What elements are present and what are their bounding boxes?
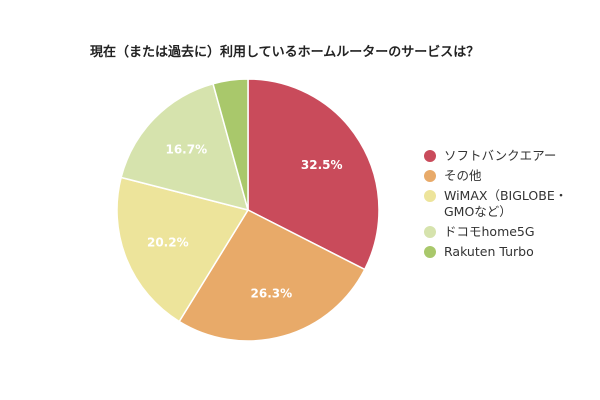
pie-slice-2 — [116, 176, 250, 323]
legend-label-3: ドコモhome5G — [444, 224, 535, 239]
legend-label-4: Rakuten Turbo — [444, 244, 534, 259]
legend-item-1: その他 — [424, 168, 594, 184]
legend-label-2: WiMAX（BIGLOBE・GMOなど） — [444, 188, 568, 219]
pie-slice-4 — [212, 78, 249, 211]
slice-label-3: 16.7% — [165, 142, 207, 156]
legend-swatch-4 — [424, 246, 436, 258]
legend-swatch-2 — [424, 190, 436, 202]
legend-item-2: WiMAX（BIGLOBE・GMOなど） — [424, 188, 594, 220]
slice-label-1: 26.3% — [251, 286, 293, 300]
legend-item-4: Rakuten Turbo — [424, 244, 594, 260]
legend-swatch-0 — [424, 150, 436, 162]
legend-label-0: ソフトバンクエアー — [444, 148, 557, 163]
pie-slice-1 — [178, 209, 366, 342]
legend-item-3: ドコモhome5G — [424, 224, 594, 240]
slice-label-2: 20.2% — [147, 235, 189, 249]
legend-swatch-1 — [424, 170, 436, 182]
chart-legend: ソフトバンクエアー その他 WiMAX（BIGLOBE・GMOなど） ドコモhome5… — [424, 148, 594, 264]
slice-label-0: 32.5% — [301, 158, 343, 172]
pie-slice-3 — [120, 82, 250, 212]
legend-label-1: その他 — [444, 168, 482, 183]
legend-item-0: ソフトバンクエアー — [424, 148, 594, 164]
chart-title: 現在（または過去に）利用しているホームルーターのサービスは？ — [90, 45, 480, 60]
pie-slice-0 — [247, 78, 380, 271]
legend-swatch-3 — [424, 226, 436, 238]
